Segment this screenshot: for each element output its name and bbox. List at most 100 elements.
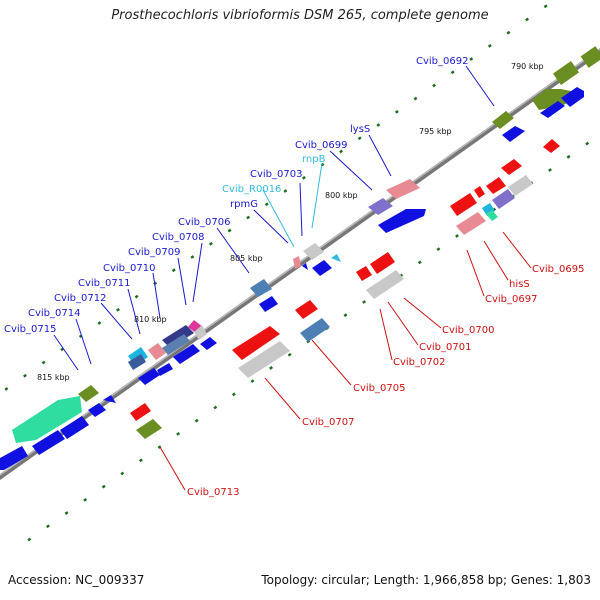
gene-box-grey: [366, 270, 404, 299]
gene-box-steel: [250, 279, 272, 297]
rna-connectors: [262, 162, 323, 248]
scale-tick: [394, 109, 399, 114]
scale-tick: [566, 154, 571, 159]
gene-box-grey: [194, 325, 207, 340]
scale-tick: [269, 365, 274, 370]
scale-tick: [287, 352, 292, 357]
scale-tick: [120, 471, 125, 476]
scale-tick: [506, 30, 511, 35]
kbp-label-815: 815 kbp: [37, 373, 70, 382]
gene-label-rpmG: rpmG: [230, 199, 258, 210]
scale-tick: [171, 268, 176, 273]
gene-box-purple: [368, 198, 393, 215]
gene-arrow-rna: [331, 254, 341, 262]
scale-tick: [585, 141, 590, 146]
gene-box-olive: [492, 111, 514, 129]
gene-box-green: [12, 396, 82, 443]
scale-tick: [4, 387, 9, 391]
scale-tick: [283, 189, 288, 193]
gene-box-olive: [136, 419, 162, 439]
scale-tick: [97, 321, 102, 325]
gene-box-olive: [78, 385, 99, 402]
gene-arrow-reverse: [543, 139, 560, 153]
gene-arrow-forward: [200, 337, 217, 350]
gene-arrow-reverse: [295, 300, 318, 319]
scale-tick: [543, 4, 548, 9]
gene-arrow-reverse: [486, 177, 506, 194]
gene-label-Cvib_0706: Cvib_0706: [178, 217, 230, 228]
scale-tick: [134, 294, 139, 299]
scale-ticks: [4, 4, 590, 542]
scale-tick: [231, 392, 236, 397]
gene-label-Cvib_0705: Cvib_0705: [353, 383, 405, 394]
scale-tick: [157, 445, 162, 450]
gene-arrow-forward: [502, 126, 525, 142]
gene-arrow-forward: [259, 296, 278, 312]
gene-box-green: [486, 210, 498, 221]
gene-box-steel: [300, 318, 330, 342]
gene-label-Cvib_0703: Cvib_0703: [250, 169, 302, 180]
gene-label-Cvib_0711: Cvib_0711: [78, 278, 130, 289]
scale-tick: [487, 43, 492, 48]
gene-box-grey: [303, 243, 324, 260]
scale-tick: [83, 497, 88, 502]
gene-label-Cvib_0699: Cvib_0699: [295, 140, 347, 151]
gene-box-steel: [162, 334, 190, 355]
gene-label-hisS: hisS: [509, 279, 530, 290]
genome-title: Prosthecochloris vibrioformis DSM 265, c…: [111, 8, 489, 23]
gene-arrow-forward: [540, 101, 565, 118]
gene-label-Cvib_0710: Cvib_0710: [103, 263, 155, 274]
gene-box-pink: [148, 343, 166, 360]
scale-tick: [27, 537, 32, 542]
kbp-label-800: 800 kbp: [325, 191, 358, 200]
scale-tick: [64, 511, 69, 515]
gene-arrow-forward: [32, 430, 65, 455]
gene-box-olive: [580, 46, 600, 68]
topology-text: Topology: circular; Length: 1,966,858 bp…: [261, 573, 591, 587]
scale-tick: [362, 300, 367, 304]
gene-label-Cvib_0697: Cvib_0697: [485, 294, 537, 305]
gene-label-Cvib_0708: Cvib_0708: [152, 232, 204, 243]
gene-arrow-forward: [0, 446, 28, 470]
gene-box-grey: [508, 175, 533, 196]
accession-text: Accession: NC_009337: [8, 573, 145, 587]
scale-tick: [208, 241, 213, 246]
gene-arrow-forward: [561, 87, 584, 107]
gene-arrow-forward: [138, 368, 160, 385]
gene-box-pink: [386, 179, 420, 199]
scale-tick: [339, 149, 344, 154]
gene-label-Cvib_0707: Cvib_0707: [302, 417, 354, 428]
scale-tick: [455, 234, 459, 238]
gene-box-olive: [552, 60, 580, 86]
gene-box-darkblue: [162, 325, 194, 348]
gene-label-Cvib_0709: Cvib_0709: [128, 247, 180, 258]
gene-label-Cvib_0715: Cvib_0715: [4, 324, 56, 335]
scale-tick: [432, 83, 437, 88]
gene-arrow-forward: [312, 260, 332, 276]
forward-connectors: [53, 65, 495, 371]
reverse-genes: [130, 139, 560, 439]
gene-label-rnpB: rnpB: [302, 154, 326, 165]
scale-tick: [250, 379, 255, 384]
scale-tick: [116, 307, 120, 312]
scale-tick: [45, 524, 50, 529]
scale-tick: [301, 175, 306, 180]
kbp-label-795: 795 kbp: [419, 127, 452, 136]
scale-tick: [343, 313, 348, 318]
scale-tick: [194, 418, 199, 423]
gene-label-Cvib_0692: Cvib_0692: [416, 56, 468, 67]
gene-label-Cvib_0712: Cvib_0712: [54, 293, 106, 304]
gene-arrow-forward: [60, 416, 89, 439]
kbp-label-805: 805 kbp: [230, 254, 263, 263]
gene-box-purple: [492, 189, 515, 209]
gene-label-Cvib_0701: Cvib_0701: [419, 342, 471, 353]
gene-label-Cvib_0713: Cvib_0713: [187, 487, 239, 498]
scale-tick: [101, 484, 106, 489]
gene-arrow-reverse: [501, 159, 522, 175]
kbp-label-790: 790 kbp: [511, 62, 544, 71]
gene-box-steel: [128, 354, 146, 370]
scale-tick: [213, 405, 218, 410]
gene-label-Cvib_0714: Cvib_0714: [28, 308, 80, 319]
gene-arrow-reverse: [356, 266, 372, 281]
scale-tick: [417, 260, 422, 265]
